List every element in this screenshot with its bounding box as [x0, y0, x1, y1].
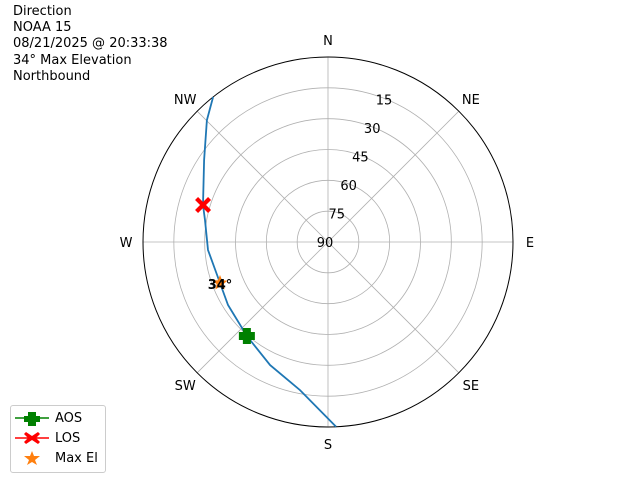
- legend: AOS LOS Max El: [10, 405, 106, 473]
- aos-marker: [238, 327, 255, 344]
- legend-item-aos: AOS: [15, 408, 82, 428]
- radial-tick-label: 75: [329, 208, 346, 223]
- direction-label: SE: [463, 379, 479, 394]
- direction-label: SW: [175, 379, 196, 394]
- title-line: 34° Max Elevation: [13, 52, 132, 68]
- legend-item-los: LOS: [15, 428, 80, 448]
- direction-label: N: [323, 34, 333, 49]
- grid-spoke: [327, 241, 460, 374]
- radial-tick-label: 15: [376, 94, 393, 109]
- grid-spoke: [196, 241, 329, 374]
- title-line: Northbound: [13, 68, 91, 84]
- title-line: 08/21/2025 @ 20:33:38: [13, 36, 168, 52]
- legend-label: LOS: [55, 430, 81, 446]
- legend-item-max-el: Max El: [15, 448, 98, 468]
- direction-label: NE: [462, 93, 480, 108]
- max-el-marker: [212, 275, 228, 290]
- title-line: Direction: [13, 4, 72, 19]
- direction-label: S: [324, 438, 332, 453]
- max-el-annotation: 34°: [208, 278, 233, 293]
- radial-tick-label: 45: [352, 151, 369, 166]
- legend-label: Max El: [55, 450, 98, 466]
- track-line: [202, 96, 337, 428]
- star-marker-icon: [24, 451, 40, 465]
- grid-spoke: [196, 110, 329, 243]
- radial-tick-label: 60: [340, 179, 357, 194]
- chart-title: Direction NOAA 15 08/21/2025 @ 20:33:38 …: [13, 4, 168, 85]
- legend-label: AOS: [55, 410, 83, 426]
- grid-spoke: [327, 110, 460, 243]
- title-line: NOAA 15: [13, 20, 72, 36]
- direction-label: W: [120, 236, 133, 251]
- radial-tick-label: 90: [317, 236, 334, 251]
- outer-frame: [142, 56, 514, 428]
- x-marker-icon: [15, 432, 49, 444]
- radial-tick-label: 30: [364, 122, 381, 137]
- direction-label: NW: [174, 93, 197, 108]
- los-marker: [195, 196, 212, 213]
- plus-marker-icon: [15, 412, 49, 426]
- direction-label: E: [526, 236, 534, 251]
